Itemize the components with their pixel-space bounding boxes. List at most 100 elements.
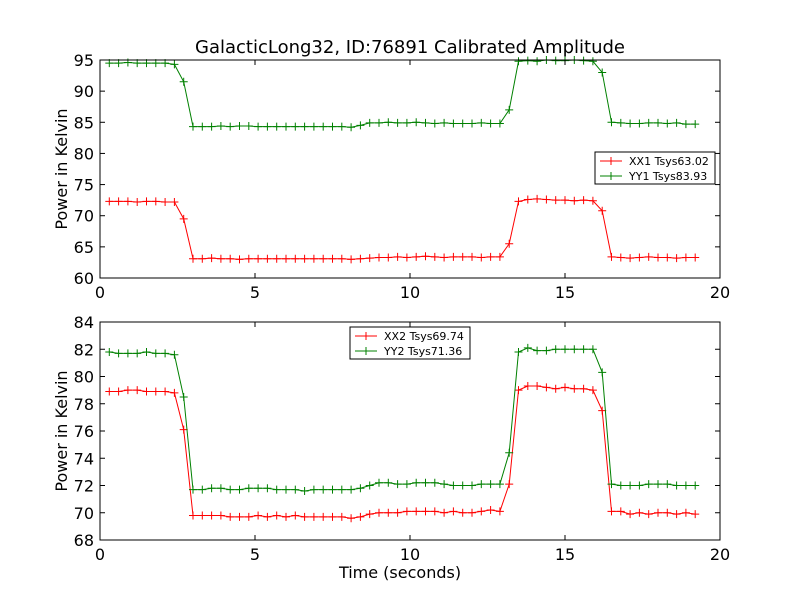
- chart-title: GalacticLong32, ID:76891 Calibrated Ampl…: [195, 37, 625, 58]
- data-point: [244, 512, 253, 521]
- data-point: [347, 123, 356, 132]
- data-point: [607, 118, 616, 127]
- data-point: [644, 252, 653, 261]
- data-point: [105, 347, 114, 356]
- data-point: [644, 480, 653, 489]
- data-point: [393, 252, 402, 261]
- data-point: [402, 507, 411, 516]
- data-point: [235, 512, 244, 521]
- series-line-1: [109, 385, 696, 519]
- data-point: [216, 122, 225, 131]
- data-point: [244, 254, 253, 263]
- series-markers-2: [105, 56, 700, 132]
- y-tick-label: 84: [74, 313, 94, 332]
- data-point: [635, 253, 644, 262]
- data-point: [133, 349, 142, 358]
- data-point: [337, 254, 346, 263]
- data-point: [523, 195, 532, 204]
- data-point: [598, 68, 607, 77]
- y-axis-label: Power in Kelvin: [52, 370, 71, 491]
- data-point: [449, 481, 458, 490]
- data-point: [282, 254, 290, 263]
- y-tick-label: 75: [74, 176, 94, 195]
- data-point: [347, 485, 356, 494]
- data-point: [644, 118, 653, 127]
- data-point: [328, 122, 337, 131]
- x-tick-label: 0: [95, 545, 105, 564]
- data-point: [179, 425, 188, 434]
- data-point: [319, 122, 328, 131]
- data-point: [495, 252, 504, 261]
- data-point: [681, 508, 690, 517]
- data-point: [440, 480, 449, 489]
- data-point: [263, 122, 272, 131]
- data-point: [635, 481, 644, 490]
- data-point: [105, 197, 114, 206]
- data-point: [142, 387, 151, 396]
- series-line-2: [109, 59, 696, 128]
- data-point: [189, 122, 197, 131]
- data-point: [495, 480, 504, 489]
- data-point: [365, 254, 374, 263]
- legend-marker: [607, 157, 615, 165]
- data-point: [663, 119, 672, 128]
- y-tick-label: 72: [74, 477, 94, 496]
- data-point: [347, 514, 356, 523]
- data-point: [458, 119, 467, 128]
- data-point: [244, 122, 253, 131]
- y-tick-label: 70: [74, 504, 94, 523]
- data-point: [570, 196, 579, 205]
- data-point: [402, 253, 411, 262]
- data-point: [588, 345, 597, 354]
- data-point: [672, 510, 681, 519]
- data-point: [170, 60, 179, 69]
- data-point: [384, 253, 393, 262]
- data-point: [523, 382, 532, 391]
- data-point: [551, 196, 560, 205]
- data-point: [272, 485, 281, 494]
- data-point: [282, 512, 290, 521]
- y-tick-label: 78: [74, 395, 94, 414]
- data-point: [226, 122, 235, 131]
- data-point: [309, 485, 318, 494]
- data-point: [328, 512, 337, 521]
- top-subplot: 0 5 10 15 20 60 65 70 75 80 85 90 95 Power in Kelvin X…: [52, 51, 730, 302]
- data-point: [654, 508, 662, 517]
- legend-marker: [362, 347, 370, 355]
- data-point: [561, 196, 569, 205]
- data-point: [235, 485, 244, 494]
- data-point: [570, 345, 579, 354]
- data-point: [291, 254, 300, 263]
- data-point: [672, 118, 681, 127]
- data-point: [216, 484, 225, 493]
- legend-label: YY1 Tsys83.93: [628, 170, 707, 183]
- data-point: [421, 478, 430, 487]
- data-point: [161, 349, 170, 358]
- data-point: [514, 386, 523, 395]
- data-point: [579, 384, 588, 393]
- data-point: [151, 197, 160, 206]
- data-point: [616, 118, 625, 127]
- data-point: [254, 254, 263, 263]
- data-point: [179, 214, 188, 223]
- x-tick-label: 10: [400, 545, 420, 564]
- data-point: [282, 485, 290, 494]
- series-line-2: [109, 347, 696, 492]
- data-point: [198, 511, 207, 520]
- data-point: [421, 507, 430, 516]
- data-point: [161, 387, 170, 396]
- y-tick-label: 85: [74, 113, 94, 132]
- x-tick-label: 5: [250, 283, 260, 302]
- x-tick-label: 20: [710, 545, 730, 564]
- data-point: [272, 122, 281, 131]
- x-tick-label: 20: [710, 283, 730, 302]
- data-point: [449, 252, 458, 261]
- data-point: [654, 480, 662, 489]
- data-point: [263, 512, 272, 521]
- legend: XX1 Tsys63.02 YY1 Tsys83.93: [594, 151, 716, 185]
- data-point: [272, 511, 281, 520]
- data-point: [616, 507, 625, 516]
- data-point: [356, 254, 365, 263]
- x-tick-label: 15: [555, 283, 575, 302]
